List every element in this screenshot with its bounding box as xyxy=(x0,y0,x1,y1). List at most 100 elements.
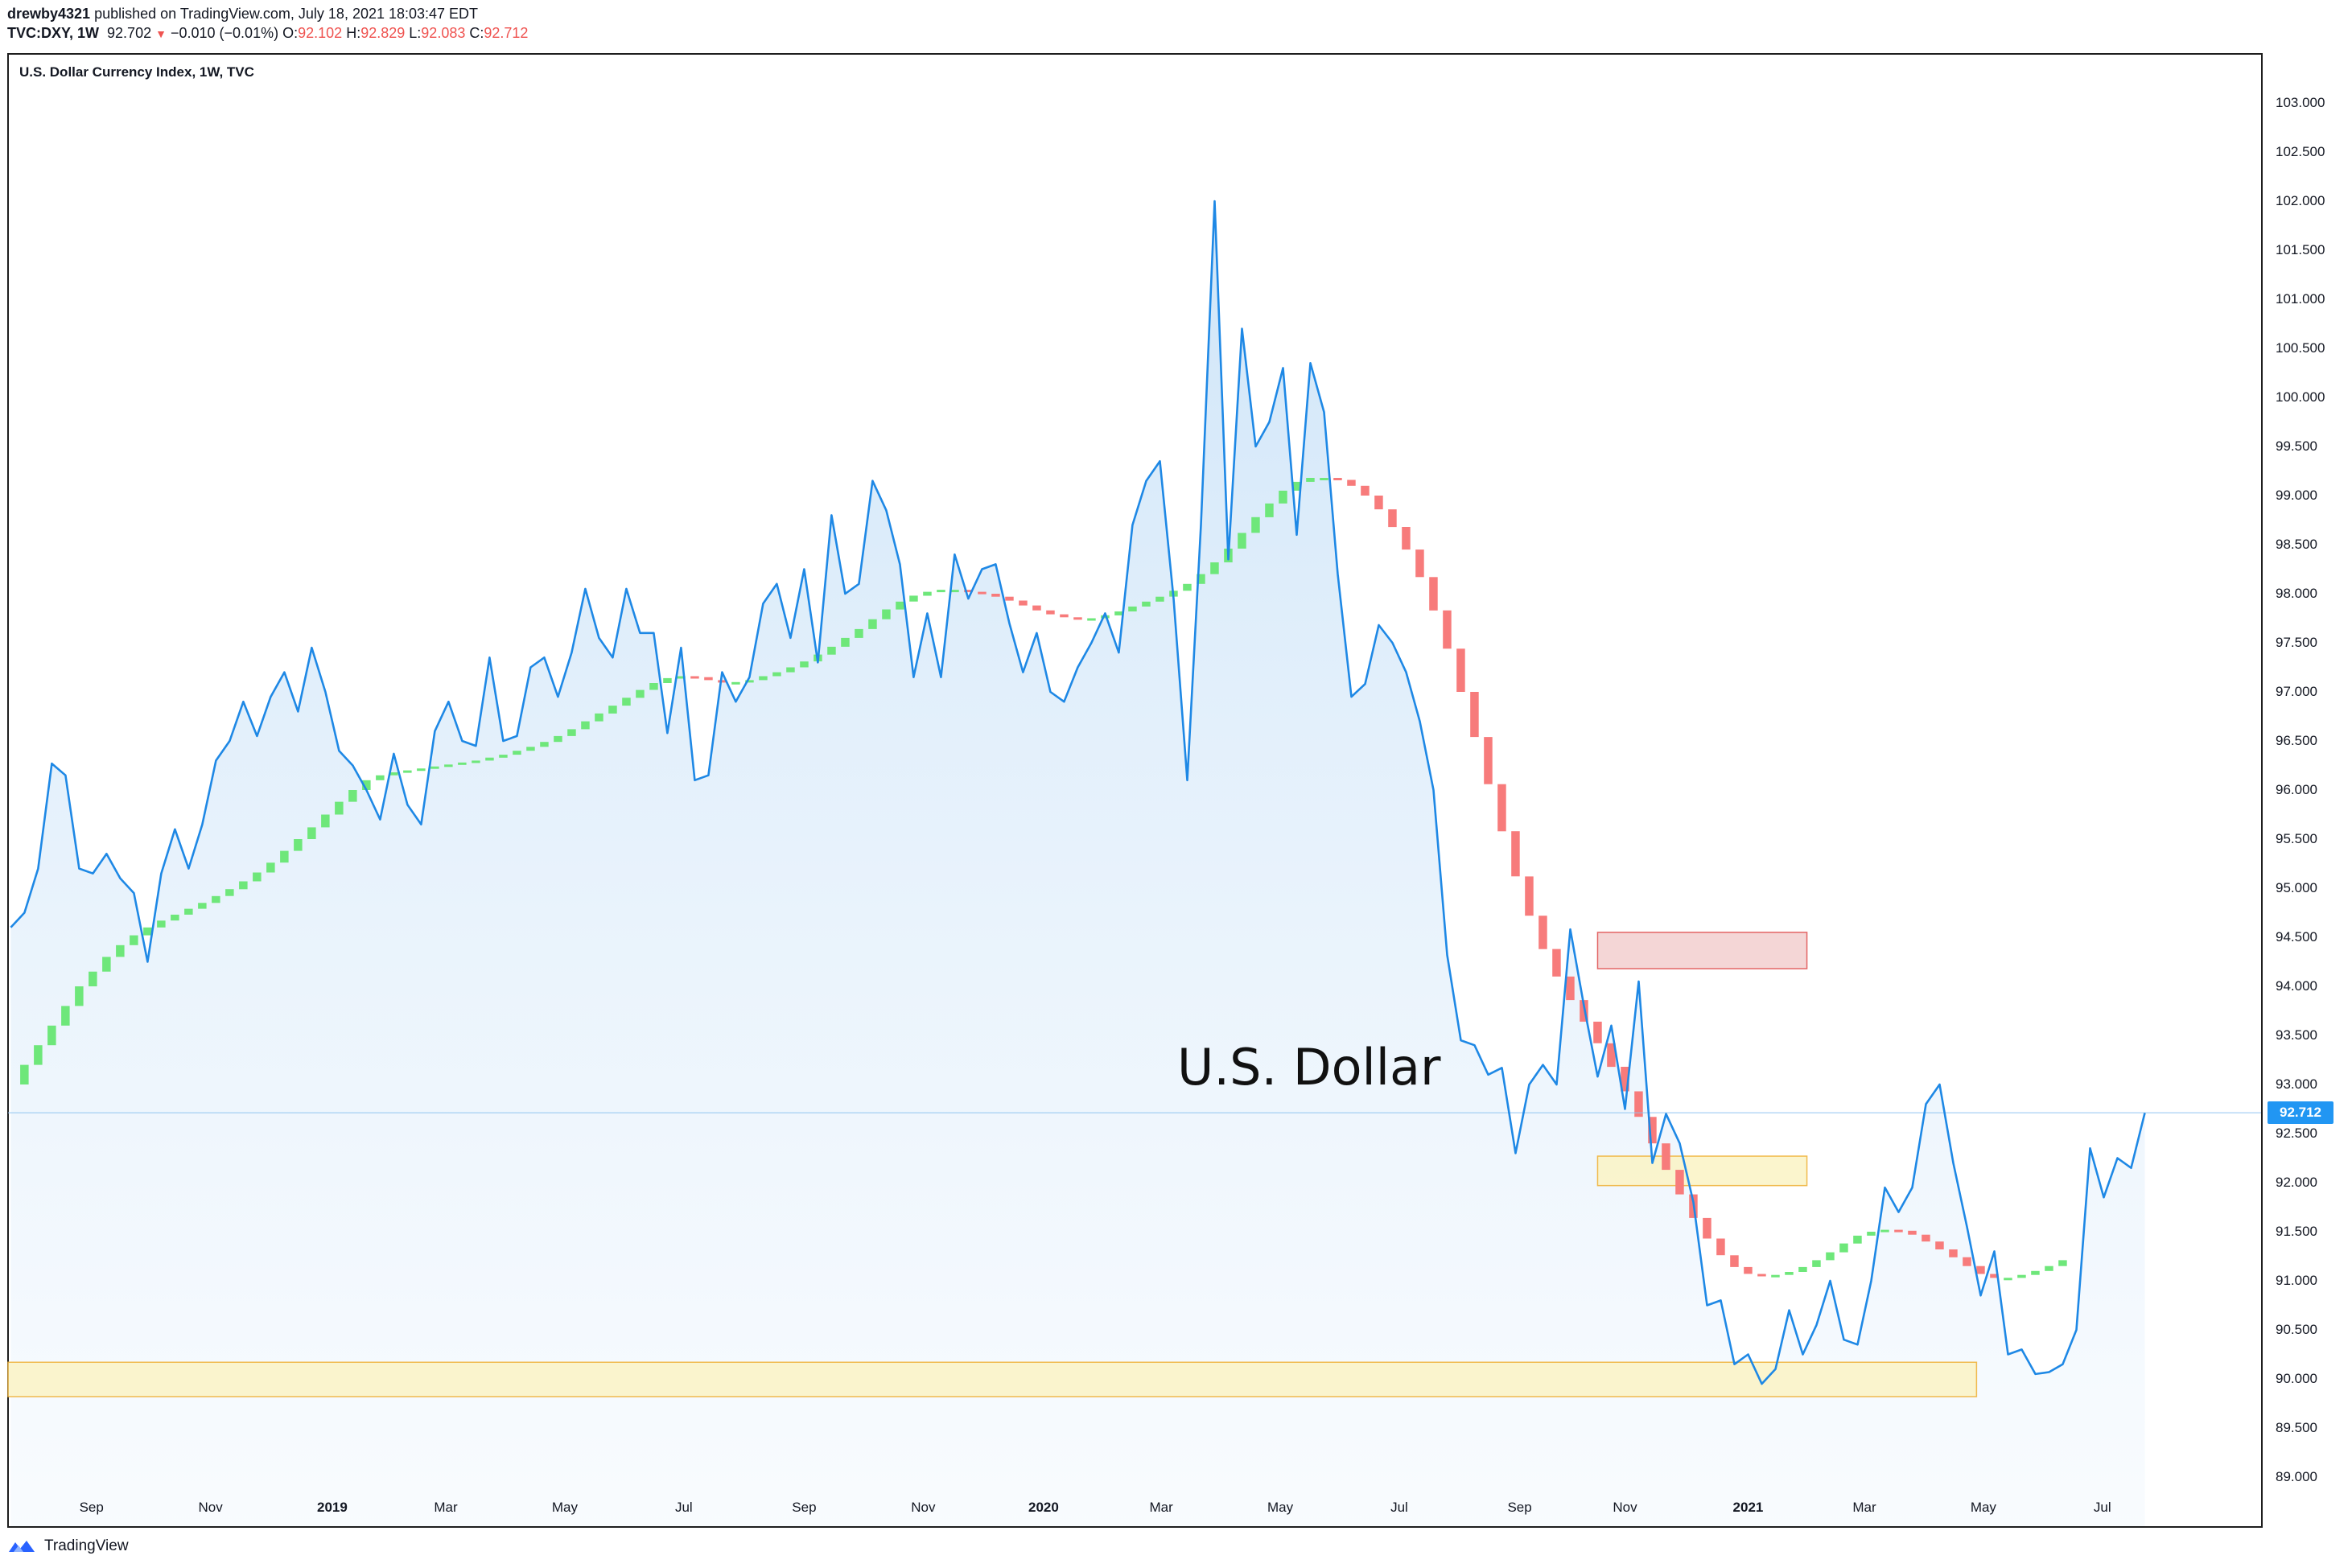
ma-block xyxy=(1019,600,1028,606)
ma-block xyxy=(1470,692,1479,738)
ma-block xyxy=(1552,949,1561,977)
ma-block xyxy=(61,1006,70,1026)
ma-block xyxy=(1976,1266,1985,1274)
ma-block xyxy=(1060,614,1069,618)
symbol-label: TVC:DXY, 1W xyxy=(7,25,100,41)
x-tick-label: Nov xyxy=(1613,1500,1637,1515)
ma-block xyxy=(348,790,357,802)
y-tick-label: 90.500 xyxy=(2276,1322,2317,1337)
ma-block xyxy=(1333,478,1342,480)
ma-block xyxy=(2004,1278,2012,1281)
ma-block xyxy=(1908,1230,1917,1235)
footer[interactable]: TradingView xyxy=(7,1536,129,1557)
ma-block xyxy=(1306,478,1315,482)
x-tick-label: Nov xyxy=(198,1500,223,1515)
ma-block xyxy=(184,908,193,915)
ma-block xyxy=(1497,784,1506,832)
ma-block xyxy=(307,827,316,839)
y-tick-label: 89.500 xyxy=(2276,1420,2317,1435)
ma-block xyxy=(253,872,262,882)
open-label: O: xyxy=(282,25,299,41)
ma-block xyxy=(513,751,521,755)
y-tick-label: 94.500 xyxy=(2276,929,2317,945)
ma-block xyxy=(198,903,207,909)
ma-block xyxy=(1032,605,1041,611)
ma-block xyxy=(855,628,863,638)
ma-block xyxy=(1894,1229,1903,1233)
ma-block xyxy=(389,772,398,776)
ma-block xyxy=(1292,481,1301,491)
ma-block xyxy=(417,768,426,772)
ma-block xyxy=(376,775,385,780)
y-tick-label: 101.000 xyxy=(2276,291,2325,307)
ma-block xyxy=(1853,1235,1862,1244)
ma-block xyxy=(1703,1217,1711,1239)
ma-block xyxy=(239,881,248,890)
ma-block xyxy=(690,676,699,679)
ma-block xyxy=(1320,478,1328,480)
plot-frame[interactable] xyxy=(7,53,2263,1528)
y-tick-label: 94.000 xyxy=(2276,978,2317,994)
ma-block xyxy=(923,591,932,596)
ma-block xyxy=(649,683,658,690)
ma-block xyxy=(677,676,686,679)
x-tick-label: Jul xyxy=(2093,1500,2111,1515)
x-tick-label: May xyxy=(551,1500,578,1515)
ma-block xyxy=(321,814,330,828)
y-tick-label: 95.000 xyxy=(2276,880,2317,895)
chart-annotation-label: U.S. Dollar xyxy=(1177,1038,1441,1097)
ma-block xyxy=(1812,1260,1821,1267)
high-value: 92.829 xyxy=(360,25,406,41)
ma-block xyxy=(1880,1229,1889,1233)
author-name: drewby4321 xyxy=(7,6,91,22)
ma-block xyxy=(1279,490,1287,504)
ma-block xyxy=(759,676,768,681)
ma-block xyxy=(1046,610,1055,615)
ma-block xyxy=(20,1064,29,1084)
ma-block xyxy=(1402,527,1411,550)
ma-block xyxy=(1798,1266,1807,1272)
ma-block xyxy=(362,780,371,790)
ma-block xyxy=(1073,617,1082,620)
ma-block xyxy=(1210,562,1219,574)
ma-block xyxy=(1511,831,1520,877)
ma-block xyxy=(1757,1274,1766,1277)
ma-block xyxy=(157,920,166,928)
ma-block xyxy=(1607,1043,1616,1068)
ma-block xyxy=(1265,503,1274,517)
ma-block xyxy=(1963,1257,1971,1266)
ma-block xyxy=(2017,1274,2026,1278)
chart-title: U.S. Dollar Currency Index, 1W, TVC xyxy=(19,64,254,80)
ma-block xyxy=(1538,916,1547,949)
y-tick-label: 102.500 xyxy=(2276,144,2325,159)
ma-block xyxy=(171,914,179,921)
y-tick-label: 99.500 xyxy=(2276,438,2317,454)
y-tick-label: 100.500 xyxy=(2276,340,2325,356)
y-tick-label: 95.500 xyxy=(2276,831,2317,846)
x-tick-label: Sep xyxy=(1507,1500,1532,1515)
ma-block xyxy=(554,735,562,743)
ma-block xyxy=(1716,1238,1725,1256)
ma-block xyxy=(1388,509,1397,528)
ma-block xyxy=(1839,1243,1848,1253)
ma-block xyxy=(1593,1021,1602,1043)
ma-block xyxy=(937,590,945,593)
ma-block xyxy=(499,755,508,758)
ma-block xyxy=(1949,1249,1958,1257)
ma-block xyxy=(1566,976,1575,1001)
ma-block xyxy=(1361,485,1370,496)
ma-block xyxy=(266,862,275,873)
low-value: 92.083 xyxy=(421,25,466,41)
ma-block xyxy=(75,986,84,1006)
ma-block xyxy=(1675,1170,1684,1195)
tradingview-logo-icon xyxy=(9,1541,35,1552)
ma-block xyxy=(143,927,152,936)
x-tick-label: May xyxy=(1970,1500,1996,1515)
ma-block xyxy=(950,590,959,593)
ma-block xyxy=(636,689,645,698)
publish-line: published on TradingView.com, July 18, 2… xyxy=(94,6,479,22)
ma-block xyxy=(1662,1143,1670,1171)
ma-block xyxy=(1771,1274,1780,1278)
y-tick-label: 98.500 xyxy=(2276,537,2317,552)
